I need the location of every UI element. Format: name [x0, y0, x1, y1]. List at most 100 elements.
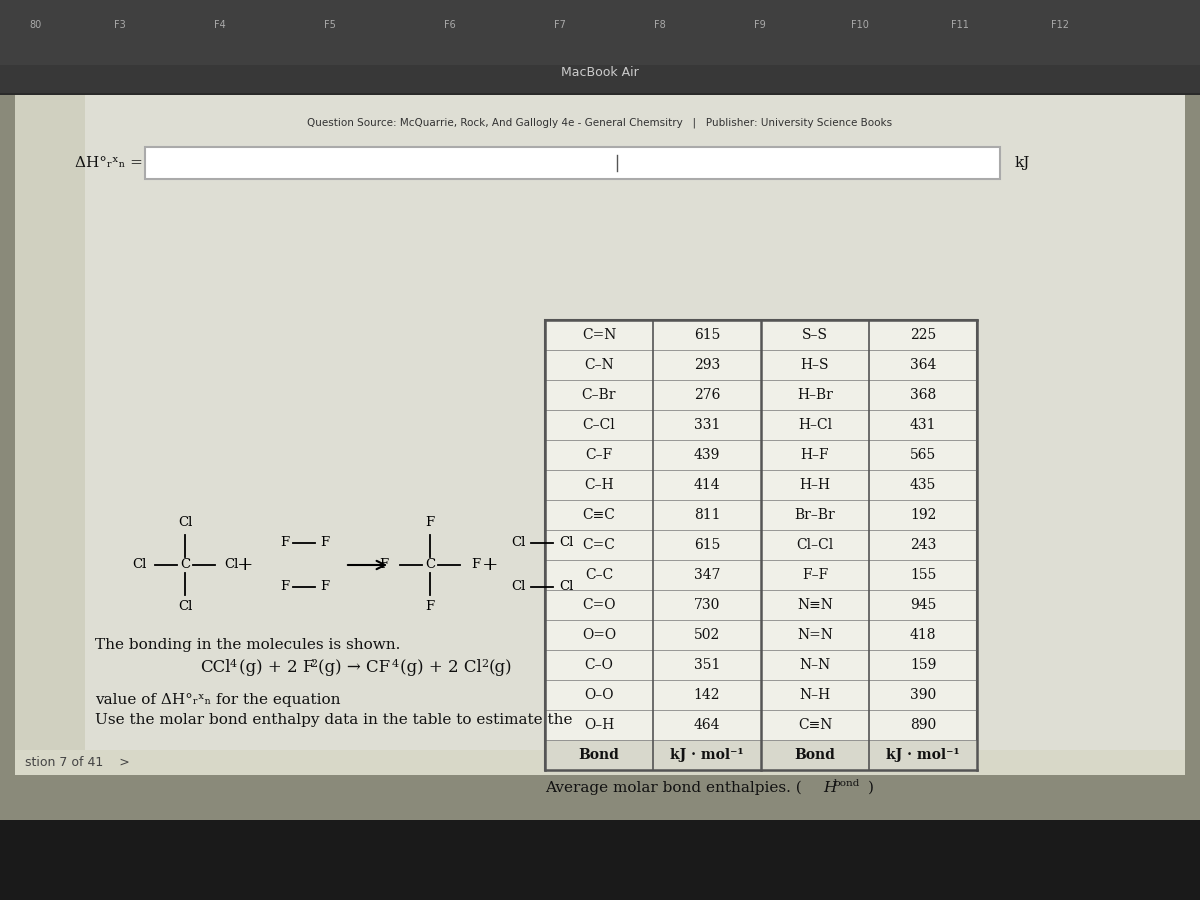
Text: 945: 945 [910, 598, 936, 612]
Text: 276: 276 [694, 388, 720, 402]
Text: 347: 347 [694, 568, 720, 582]
Text: 2: 2 [481, 659, 488, 669]
Text: 351: 351 [694, 658, 720, 672]
Text: F9: F9 [754, 20, 766, 30]
Text: 331: 331 [694, 418, 720, 432]
Text: F: F [281, 536, 289, 550]
Text: kJ: kJ [1015, 156, 1031, 170]
Text: stion 7 of 41    >: stion 7 of 41 > [25, 755, 130, 769]
Text: N–N: N–N [799, 658, 830, 672]
Text: Cl: Cl [559, 536, 574, 550]
Text: C: C [425, 559, 436, 572]
Text: (g): (g) [490, 660, 512, 677]
Text: 159: 159 [910, 658, 936, 672]
FancyArrowPatch shape [348, 561, 385, 569]
Text: Question Source: McQuarrie, Rock, And Gallogly 4e - General Chemsitry   |   Publ: Question Source: McQuarrie, Rock, And Ga… [307, 118, 893, 128]
Bar [545, 320, 977, 770]
Text: C–N: C–N [584, 358, 614, 372]
Text: 4: 4 [230, 659, 238, 669]
Text: F11: F11 [952, 20, 968, 30]
Text: C=O: C=O [582, 598, 616, 612]
Text: C–F: C–F [586, 448, 613, 462]
Text: F: F [379, 559, 389, 572]
Text: C–Br: C–Br [582, 388, 617, 402]
Text: F3: F3 [114, 20, 126, 30]
Text: ): ) [868, 781, 874, 795]
Text: +: + [481, 556, 498, 574]
Text: F5: F5 [324, 20, 336, 30]
Text: Cl: Cl [132, 559, 146, 572]
Text: 4: 4 [392, 659, 400, 669]
Text: F: F [426, 600, 434, 614]
Text: H–Br: H–Br [797, 388, 833, 402]
Text: F6: F6 [444, 20, 456, 30]
Text: N=N: N=N [797, 628, 833, 642]
Text: O=O: O=O [582, 628, 616, 642]
Text: 890: 890 [910, 718, 936, 732]
Text: C: C [180, 559, 190, 572]
Text: 502: 502 [694, 628, 720, 642]
Text: C–O: C–O [584, 658, 613, 672]
Text: MacBook Air: MacBook Air [562, 66, 638, 78]
Text: 2: 2 [310, 659, 317, 669]
Bar [0, 0, 1200, 65]
Text: 192: 192 [910, 508, 936, 522]
Text: C–C: C–C [584, 568, 613, 582]
Text: Cl: Cl [178, 600, 192, 614]
Text: N–H: N–H [799, 688, 830, 702]
Text: F: F [320, 536, 330, 550]
Text: kJ · mol⁻¹: kJ · mol⁻¹ [886, 748, 960, 762]
Text: F10: F10 [851, 20, 869, 30]
Text: (g) + 2 F: (g) + 2 F [239, 660, 314, 677]
Text: The bonding in the molecules is shown.: The bonding in the molecules is shown. [95, 638, 401, 652]
Text: H: H [823, 781, 836, 795]
Text: 811: 811 [694, 508, 720, 522]
Text: 225: 225 [910, 328, 936, 342]
Text: F–F: F–F [802, 568, 828, 582]
Text: Average molar bond enthalpies. (: Average molar bond enthalpies. ( [545, 781, 802, 796]
Text: 80: 80 [29, 20, 41, 30]
Text: (g) → CF: (g) → CF [318, 660, 390, 677]
Text: H–S: H–S [800, 358, 829, 372]
Text: H–Cl: H–Cl [798, 418, 832, 432]
Text: 565: 565 [910, 448, 936, 462]
Text: 730: 730 [694, 598, 720, 612]
Text: C≡N: C≡N [798, 718, 832, 732]
Text: F: F [281, 580, 289, 593]
Text: 368: 368 [910, 388, 936, 402]
Text: CCl: CCl [200, 660, 230, 677]
Text: C–Cl: C–Cl [583, 418, 616, 432]
Text: C=C: C=C [582, 538, 616, 552]
Text: value of ΔH°ᵣˣₙ for the equation: value of ΔH°ᵣˣₙ for the equation [95, 693, 341, 707]
Bar [0, 0, 1200, 82]
Text: 615: 615 [694, 328, 720, 342]
Text: H–H: H–H [799, 478, 830, 492]
Text: bond: bond [834, 779, 860, 788]
Text: ΔH°ᵣˣₙ =: ΔH°ᵣˣₙ = [74, 156, 143, 170]
Text: Cl: Cl [224, 559, 238, 572]
Text: 615: 615 [694, 538, 720, 552]
Text: 464: 464 [694, 718, 720, 732]
Text: Bond: Bond [578, 748, 619, 762]
Text: F4: F4 [214, 20, 226, 30]
Text: F7: F7 [554, 20, 566, 30]
Text: 142: 142 [694, 688, 720, 702]
Bar [0, 63, 1200, 93]
Text: Cl: Cl [178, 517, 192, 529]
Bar [0, 80, 1200, 95]
Bar [0, 0, 1200, 60]
Text: 364: 364 [910, 358, 936, 372]
Text: O–H: O–H [584, 718, 614, 732]
Text: 435: 435 [910, 478, 936, 492]
Bar [0, 80, 1200, 820]
Text: Cl–Cl: Cl–Cl [797, 538, 834, 552]
Text: 293: 293 [694, 358, 720, 372]
Text: S–S: S–S [802, 328, 828, 342]
Text: F: F [320, 580, 330, 593]
Text: 243: 243 [910, 538, 936, 552]
Text: F: F [426, 517, 434, 529]
Text: +: + [236, 556, 253, 574]
Text: H–F: H–F [800, 448, 829, 462]
Text: C–H: C–H [584, 478, 614, 492]
Text: 431: 431 [910, 418, 936, 432]
